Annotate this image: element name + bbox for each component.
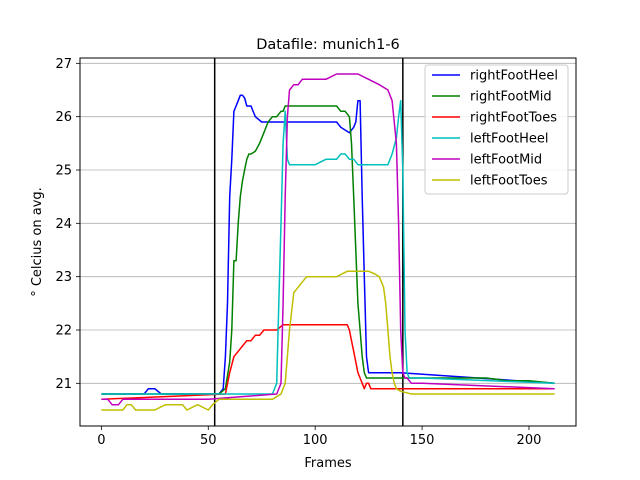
legend-label-rightFootToes: rightFootToes bbox=[470, 111, 557, 126]
series-lines bbox=[101, 73, 555, 411]
legend-label-leftFootMid: leftFootMid bbox=[470, 153, 542, 168]
legend-label-rightFootMid: rightFootMid bbox=[470, 90, 552, 105]
x-tick-label-100: 100 bbox=[303, 433, 328, 448]
y-axis-label: ° Celcius on avg. bbox=[30, 187, 45, 297]
x-tick-label-50: 50 bbox=[200, 433, 217, 448]
x-axis-ticks: 0 50 100 150 200 bbox=[97, 426, 541, 448]
series-line-leftFootMid bbox=[101, 73, 555, 406]
legend-label-rightFootHeel: rightFootHeel bbox=[470, 69, 558, 84]
chart-title: Datafile: munich1-6 bbox=[256, 37, 400, 53]
legend-label-leftFootHeel: leftFootHeel bbox=[470, 132, 548, 147]
y-tick-label-26: 26 bbox=[55, 110, 72, 125]
series-line-leftFootHeel bbox=[101, 99, 555, 395]
y-tick-label-27: 27 bbox=[55, 57, 72, 72]
series-line-rightFootToes bbox=[101, 323, 555, 401]
plot-frame bbox=[79, 57, 577, 427]
x-tick-label-0: 0 bbox=[97, 433, 105, 448]
y-tick-label-25: 25 bbox=[55, 164, 72, 179]
legend: rightFootHeel rightFootMid rightFootToes le… bbox=[424, 64, 569, 195]
legend-label-leftFootToes: leftFootToes bbox=[470, 174, 548, 189]
y-tick-label-21: 21 bbox=[55, 377, 72, 392]
y-tick-label-22: 22 bbox=[55, 324, 72, 339]
series-line-leftFootToes bbox=[101, 270, 555, 411]
legend-box bbox=[424, 64, 569, 195]
x-tick-label-150: 150 bbox=[410, 433, 435, 448]
series-line-rightFootMid bbox=[101, 105, 555, 395]
y-tick-label-24: 24 bbox=[55, 217, 72, 232]
x-axis-label: Frames bbox=[304, 456, 352, 471]
y-tick-label-23: 23 bbox=[55, 270, 72, 285]
x-tick-label-200: 200 bbox=[517, 433, 542, 448]
y-axis-ticks: 21 22 23 24 25 26 27 bbox=[55, 57, 80, 392]
